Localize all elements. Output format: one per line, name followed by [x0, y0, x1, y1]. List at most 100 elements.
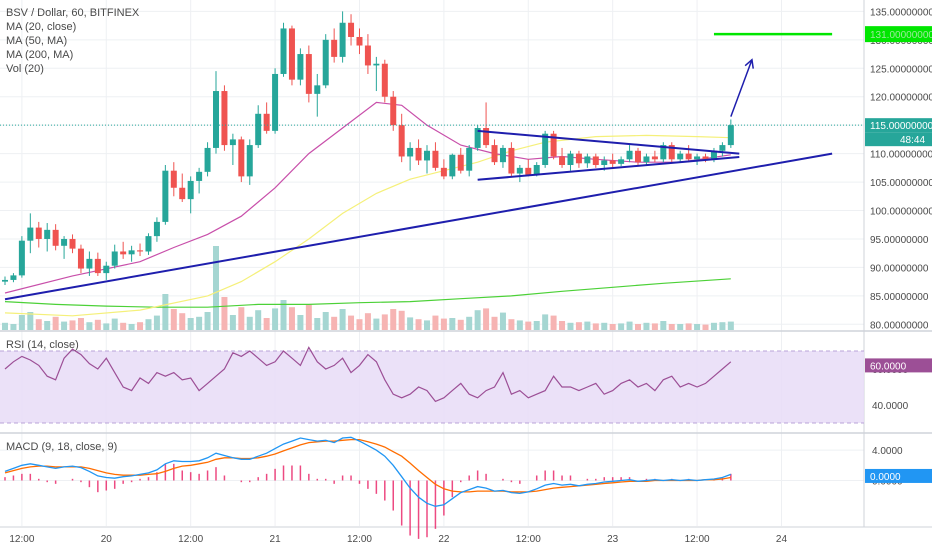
- volume-bar: [407, 317, 414, 330]
- candle-body: [94, 258, 101, 274]
- candle-body: [170, 170, 177, 188]
- rsi-tick-label: 40.0000: [872, 401, 909, 412]
- candle-body: [432, 150, 439, 168]
- candle-body: [196, 171, 203, 181]
- candle-body: [415, 147, 422, 161]
- time-tick-label: 22: [438, 534, 450, 545]
- price-tick-label: 105.00000000: [870, 178, 932, 189]
- target-price-tag-bg: [865, 26, 932, 43]
- candle-body: [584, 156, 591, 164]
- volume-bar: [263, 318, 270, 330]
- candle-body: [238, 139, 245, 177]
- axes: 135.00000000130.00000000125.00000000120.…: [9, 7, 932, 545]
- time-tick-label: 12:00: [9, 534, 34, 545]
- volume-bar: [651, 323, 658, 330]
- volume-bar: [483, 308, 490, 330]
- legend-ma20[interactable]: MA (20, close): [6, 21, 77, 33]
- macd-label[interactable]: MACD (9, 18, close, 9): [6, 441, 118, 453]
- rsi-pane: [4, 346, 732, 403]
- last-price-tag-bg: [865, 118, 932, 133]
- trendline: [4, 152, 833, 301]
- volume-bar: [660, 321, 667, 330]
- volume-bar: [440, 318, 447, 330]
- volume-bar: [69, 320, 76, 330]
- candle-body: [213, 91, 219, 148]
- candle-body: [643, 156, 650, 163]
- volume-bar: [491, 316, 498, 330]
- ma50-line: [4, 134, 731, 317]
- candle-body: [609, 160, 616, 164]
- candle-body: [449, 154, 456, 177]
- volume-bar: [27, 312, 34, 330]
- volume-bar: [348, 315, 355, 330]
- volume-bar: [618, 323, 625, 330]
- volume-bar: [170, 309, 177, 330]
- candle-body: [364, 45, 371, 66]
- macd-signal-line: [4, 438, 731, 493]
- candle-body: [179, 187, 186, 200]
- candle-body: [348, 22, 355, 37]
- volume-bar: [18, 315, 25, 330]
- candle-body: [618, 159, 625, 164]
- candle-body: [2, 279, 8, 282]
- volume-bar: [559, 321, 566, 330]
- candle-body: [710, 150, 717, 160]
- candle-body: [390, 96, 397, 126]
- candle-body: [508, 147, 515, 174]
- volume-bar: [331, 316, 338, 330]
- rsi-band: [0, 351, 864, 423]
- volume-bar: [255, 310, 262, 330]
- macd-value-tag: 0.0000: [870, 472, 901, 483]
- volume-bar: [297, 315, 304, 330]
- volume-bar: [567, 322, 574, 330]
- volume-bar: [592, 323, 599, 330]
- legend-ma200[interactable]: MA (200, MA): [6, 49, 74, 61]
- legend-ma50[interactable]: MA (50, MA): [6, 35, 68, 47]
- candle-body: [668, 145, 675, 160]
- volume-bar: [61, 321, 68, 330]
- volume-bar: [103, 323, 110, 330]
- trendline: [477, 129, 740, 155]
- rsi-label[interactable]: RSI (14, close): [6, 339, 79, 351]
- macd-value-tag-bg: [865, 468, 932, 483]
- candle-body: [187, 180, 194, 200]
- volume-bar: [398, 310, 405, 330]
- price-tick-label: 125.00000000: [870, 64, 932, 75]
- rsi-band-area: [0, 350, 864, 424]
- volume-bar: [457, 319, 464, 330]
- volume-bar: [702, 324, 709, 330]
- candle-body: [525, 167, 532, 175]
- legend-volume[interactable]: Vol (20): [6, 63, 44, 75]
- volume-bar: [137, 322, 144, 330]
- candle-body: [44, 229, 51, 239]
- candle-body: [677, 153, 684, 160]
- volume-bar: [685, 323, 692, 330]
- volume-bar: [111, 318, 118, 330]
- candle-body: [483, 128, 490, 146]
- countdown-bg: [865, 132, 932, 147]
- volume-bar: [246, 316, 253, 330]
- candle-body: [61, 238, 68, 246]
- candle-body: [272, 73, 279, 131]
- candle-body: [567, 153, 574, 165]
- candle-body: [727, 125, 734, 146]
- volume-bar: [525, 321, 532, 330]
- candle-body: [322, 39, 329, 86]
- candle-body: [651, 156, 658, 160]
- moving-averages: [4, 101, 731, 317]
- volume-bar: [516, 320, 523, 330]
- volume-bar: [221, 297, 228, 330]
- arrow-shaft: [730, 59, 753, 117]
- volume-bar: [153, 315, 160, 330]
- candle-body: [635, 150, 641, 163]
- rsi-value-tag-bg: [865, 358, 932, 373]
- time-tick-label: 12:00: [347, 534, 372, 545]
- volume-bar: [466, 316, 473, 330]
- volume-bar: [196, 316, 203, 330]
- candle-body: [601, 160, 608, 165]
- volume-bar: [727, 321, 734, 330]
- candle-body: [35, 227, 42, 239]
- candle-body: [381, 63, 388, 97]
- trendlines[interactable]: [4, 32, 833, 301]
- candle-body: [305, 54, 312, 94]
